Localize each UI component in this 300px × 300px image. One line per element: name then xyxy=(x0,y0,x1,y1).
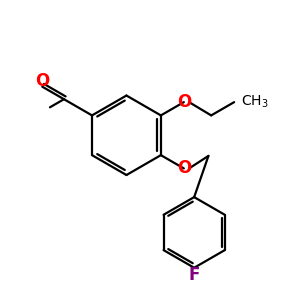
Text: O: O xyxy=(35,72,50,90)
Text: F: F xyxy=(188,266,200,284)
Text: O: O xyxy=(178,93,192,111)
Text: CH$_3$: CH$_3$ xyxy=(241,94,268,110)
Text: O: O xyxy=(177,159,191,177)
